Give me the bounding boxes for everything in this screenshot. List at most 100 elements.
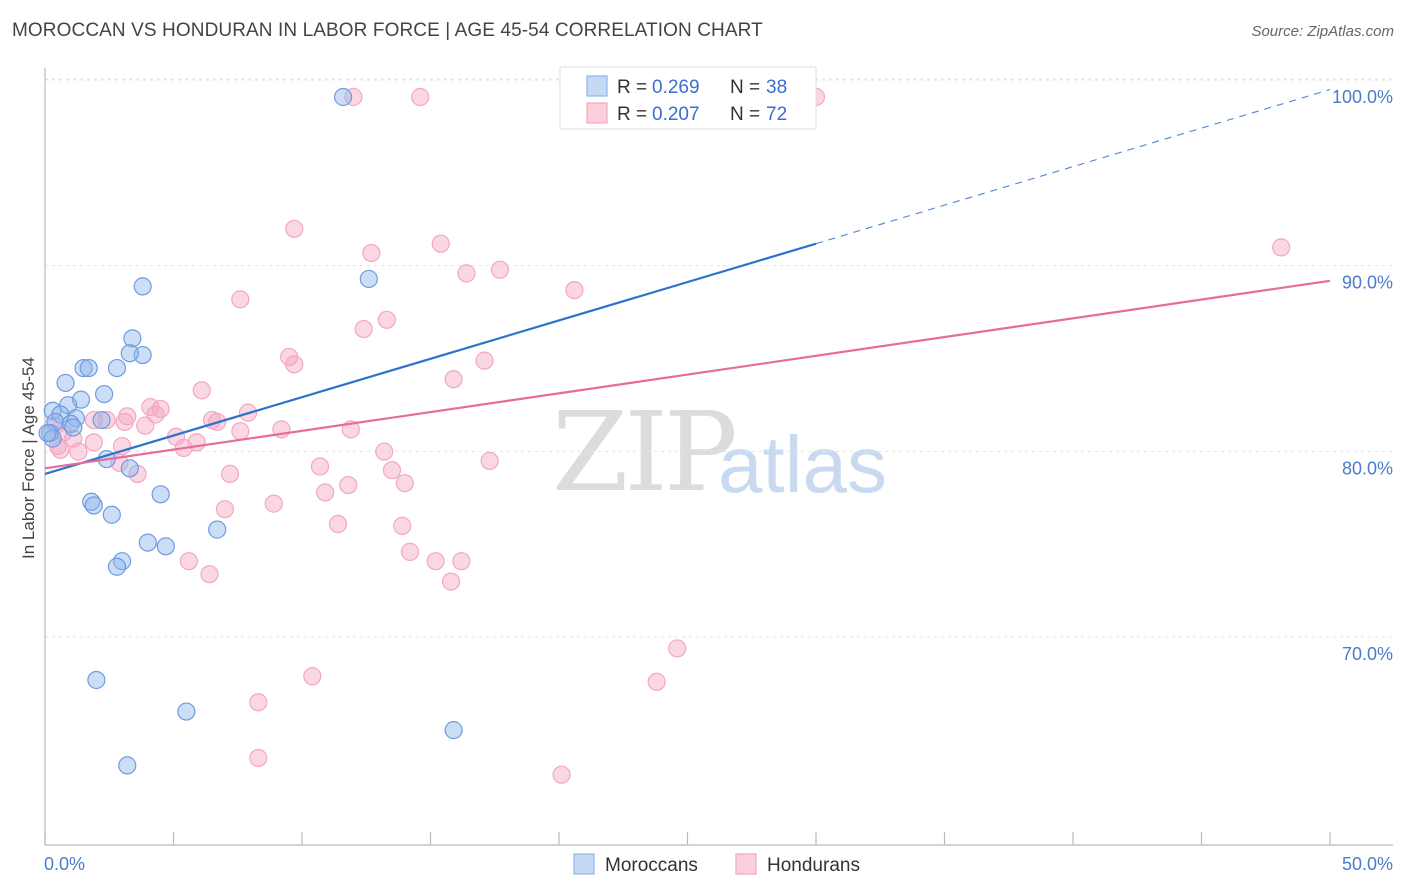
honduran-point	[431, 234, 450, 253]
honduran-point	[328, 514, 348, 534]
moroccan-point	[133, 277, 152, 296]
moroccan-point	[120, 344, 139, 363]
moroccan-point	[102, 505, 121, 524]
honduran-point	[316, 483, 335, 502]
honduran-point	[215, 500, 234, 519]
honduran-point	[668, 639, 687, 658]
moroccan-point	[118, 756, 137, 775]
honduran-point	[362, 243, 381, 263]
moroccan-point	[107, 358, 127, 378]
honduran-point	[480, 451, 499, 471]
honduran-point	[179, 552, 199, 571]
moroccan-point	[87, 670, 106, 690]
source-label: Source: ZipAtlas.com	[1251, 23, 1394, 40]
moroccan-point	[120, 459, 139, 478]
honduran-point	[344, 87, 363, 107]
honduran-point	[285, 219, 304, 238]
honduran-point	[69, 442, 88, 461]
moroccan-point	[107, 557, 127, 576]
honduran-point	[354, 319, 373, 339]
honduran-point	[231, 290, 250, 309]
moroccan-point	[123, 329, 142, 348]
legend-bottom-moroccans-label: Moroccans	[605, 855, 698, 876]
x-tick-label-min: 0.0%	[44, 854, 85, 874]
honduran-point	[565, 280, 584, 300]
moroccan-point	[43, 429, 62, 448]
moroccan-point	[56, 373, 75, 393]
moroccan-point	[79, 358, 98, 378]
moroccan-point	[151, 485, 170, 504]
honduran-point	[552, 765, 571, 784]
honduran-point	[395, 474, 414, 493]
honduran-point	[285, 355, 304, 374]
honduran-point	[457, 264, 476, 283]
honduran-point	[264, 494, 283, 513]
honduran-point	[136, 416, 155, 435]
moroccan-point	[84, 496, 103, 515]
legend-hondurans-r-value: 0.207	[652, 104, 700, 125]
honduran-point	[377, 310, 396, 329]
moroccan-point	[208, 520, 227, 539]
y-tick-label: 70.0%	[1342, 644, 1393, 664]
honduran-point	[220, 464, 240, 484]
x-tick-label-max: 50.0%	[1342, 854, 1393, 874]
honduran-point	[339, 475, 358, 495]
legend-hondurans-r-label: R =	[617, 104, 647, 125]
watermark-zip: ZIP	[552, 388, 735, 516]
moroccan-point	[156, 537, 175, 556]
moroccan-point	[138, 533, 157, 552]
legend-top: R = 0.269 N = 38 R = 0.207 N = 72	[559, 66, 817, 130]
axes	[44, 68, 1393, 846]
moroccan-point	[112, 552, 132, 571]
moroccan-point	[38, 423, 57, 443]
y-tick-labels: 70.0% 80.0% 90.0% 100.0%	[1332, 87, 1393, 664]
y-tick-label: 100.0%	[1332, 87, 1393, 107]
honduran-point	[444, 370, 463, 389]
moroccan-point	[64, 418, 83, 437]
moroccans-trend-extension	[815, 88, 1331, 245]
honduran-point	[1272, 238, 1291, 257]
honduran-point	[151, 399, 170, 419]
honduran-point	[231, 422, 250, 441]
honduran-point	[647, 672, 666, 691]
honduran-point	[249, 693, 268, 712]
legend-moroccans-n-value: 38	[766, 77, 787, 98]
y-tick-label: 80.0%	[1342, 458, 1393, 478]
moroccan-point	[334, 87, 353, 107]
moroccans-trend-line	[44, 242, 817, 475]
honduran-point	[303, 667, 322, 686]
moroccan-point	[92, 410, 111, 430]
honduran-point	[200, 565, 219, 584]
moroccan-point	[74, 358, 93, 378]
legend-bottom-hondurans-label: Hondurans	[767, 855, 860, 876]
honduran-point	[146, 405, 165, 424]
honduran-point	[382, 461, 402, 480]
hondurans-trend-line	[44, 279, 1331, 470]
honduran-point	[441, 572, 461, 591]
moroccan-point	[177, 702, 196, 721]
honduran-point	[249, 748, 268, 768]
legend-bottom-hondurans-swatch	[735, 853, 757, 875]
legend-bottom: Moroccans Hondurans	[573, 853, 860, 876]
honduran-point	[187, 433, 206, 452]
honduran-point	[97, 410, 116, 430]
honduran-point	[411, 87, 430, 107]
watermark-atlas: atlas	[718, 420, 887, 509]
moroccans-points	[38, 87, 720, 775]
honduran-point	[84, 433, 103, 452]
legend-moroccans-r-value: 0.269	[652, 77, 700, 98]
legend-hondurans-n-label: N =	[730, 104, 760, 125]
moroccan-point	[444, 721, 463, 740]
legend-moroccans-n-label: N =	[730, 77, 760, 98]
trend-lines	[44, 88, 1331, 475]
honduran-point	[426, 552, 445, 571]
honduran-point	[192, 381, 211, 400]
y-axis-label: In Labor Force | Age 45-54	[19, 357, 38, 559]
moroccan-point	[359, 269, 378, 289]
honduran-point	[393, 516, 412, 535]
chart-title: MOROCCAN VS HONDURAN IN LABOR FORCE | AG…	[12, 20, 763, 41]
honduran-point	[84, 410, 103, 430]
y-tick-label: 90.0%	[1342, 273, 1393, 293]
hondurans-points	[46, 87, 1291, 784]
